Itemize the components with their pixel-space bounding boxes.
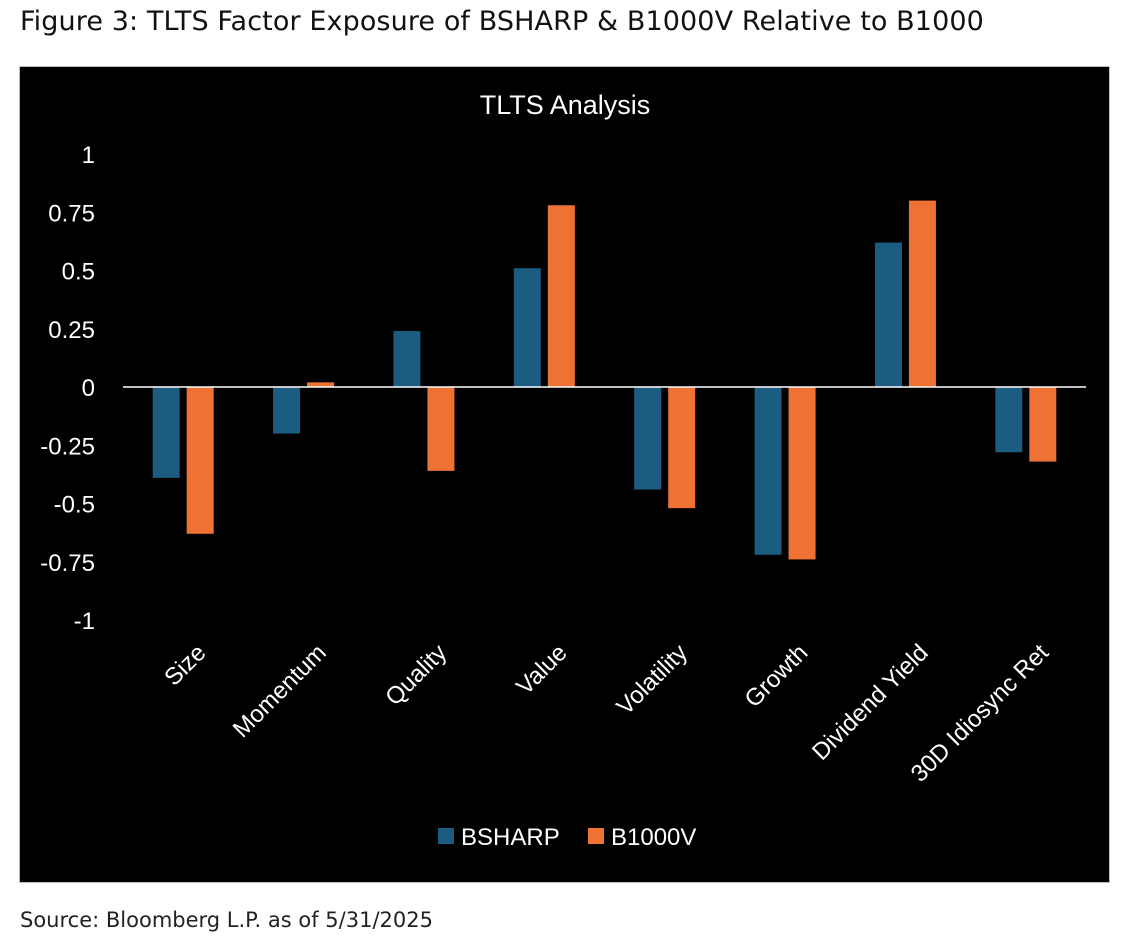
y-tick-label: 0.25 bbox=[48, 317, 95, 344]
y-axis-ticks: 1 0.75 0.5 0.25 0 -0.25 -0.5 -0.75 -1 bbox=[40, 142, 95, 635]
bar-bsharp-value bbox=[513, 268, 541, 387]
y-tick-label: -1 bbox=[74, 608, 95, 635]
bars bbox=[152, 200, 1057, 560]
bar-b1000v-value bbox=[547, 205, 575, 387]
legend: BSHARP B1000V bbox=[438, 824, 696, 851]
bar-bsharp-30d-idiosync-ret bbox=[995, 387, 1023, 453]
chart-title: TLTS Analysis bbox=[480, 90, 651, 120]
chart-frame: TLTS Analysis 1 0.75 0.5 0.25 0 -0.25 -0.5 -0.7… bbox=[19, 66, 1110, 883]
y-tick-label: -0.25 bbox=[40, 433, 95, 460]
bar-chart: TLTS Analysis 1 0.75 0.5 0.25 0 -0.25 -0.5 -0.7… bbox=[40, 90, 1086, 851]
bar-bsharp-momentum bbox=[273, 387, 301, 434]
x-axis-labels: Size Momentum Quality Value Volatility Growth… bbox=[159, 639, 1054, 788]
legend-label-b1000v: B1000V bbox=[611, 824, 696, 851]
x-tick-label: Dividend Yield bbox=[807, 639, 934, 766]
bar-b1000v-size bbox=[186, 387, 214, 534]
bar-b1000v-dividend-yield bbox=[908, 200, 936, 387]
y-tick-label: -0.75 bbox=[40, 550, 95, 577]
x-tick-label: Volatility bbox=[612, 639, 693, 720]
legend-label-bsharp: BSHARP bbox=[461, 824, 560, 851]
bar-b1000v-growth bbox=[788, 387, 816, 560]
legend-swatch-bsharp bbox=[438, 828, 454, 844]
x-tick-label: Growth bbox=[740, 639, 814, 713]
bar-bsharp-size bbox=[152, 387, 180, 478]
bar-bsharp-growth bbox=[754, 387, 782, 555]
x-tick-label: Size bbox=[159, 639, 211, 691]
bar-bsharp-dividend-yield bbox=[874, 242, 902, 387]
x-tick-label: Quality bbox=[380, 639, 452, 711]
y-tick-label: 1 bbox=[82, 142, 95, 169]
figure-title: Figure 3: TLTS Factor Exposure of BSHARP… bbox=[20, 6, 984, 37]
y-tick-label: -0.5 bbox=[54, 492, 95, 519]
bar-bsharp-volatility bbox=[634, 387, 662, 490]
x-tick-label: Value bbox=[511, 639, 572, 700]
bar-b1000v-quality bbox=[427, 387, 455, 471]
bar-b1000v-volatility bbox=[668, 387, 696, 509]
y-tick-label: 0 bbox=[82, 375, 95, 402]
y-tick-label: 0.75 bbox=[48, 200, 95, 227]
legend-swatch-b1000v bbox=[588, 828, 604, 844]
source-note: Source: Bloomberg L.P. as of 5/31/2025 bbox=[20, 908, 433, 932]
x-tick-label: Momentum bbox=[228, 639, 332, 743]
bar-b1000v-30d-idiosync-ret bbox=[1029, 387, 1057, 462]
y-tick-label: 0.5 bbox=[62, 259, 95, 286]
bar-b1000v-momentum bbox=[307, 382, 335, 387]
bar-bsharp-quality bbox=[393, 331, 421, 387]
